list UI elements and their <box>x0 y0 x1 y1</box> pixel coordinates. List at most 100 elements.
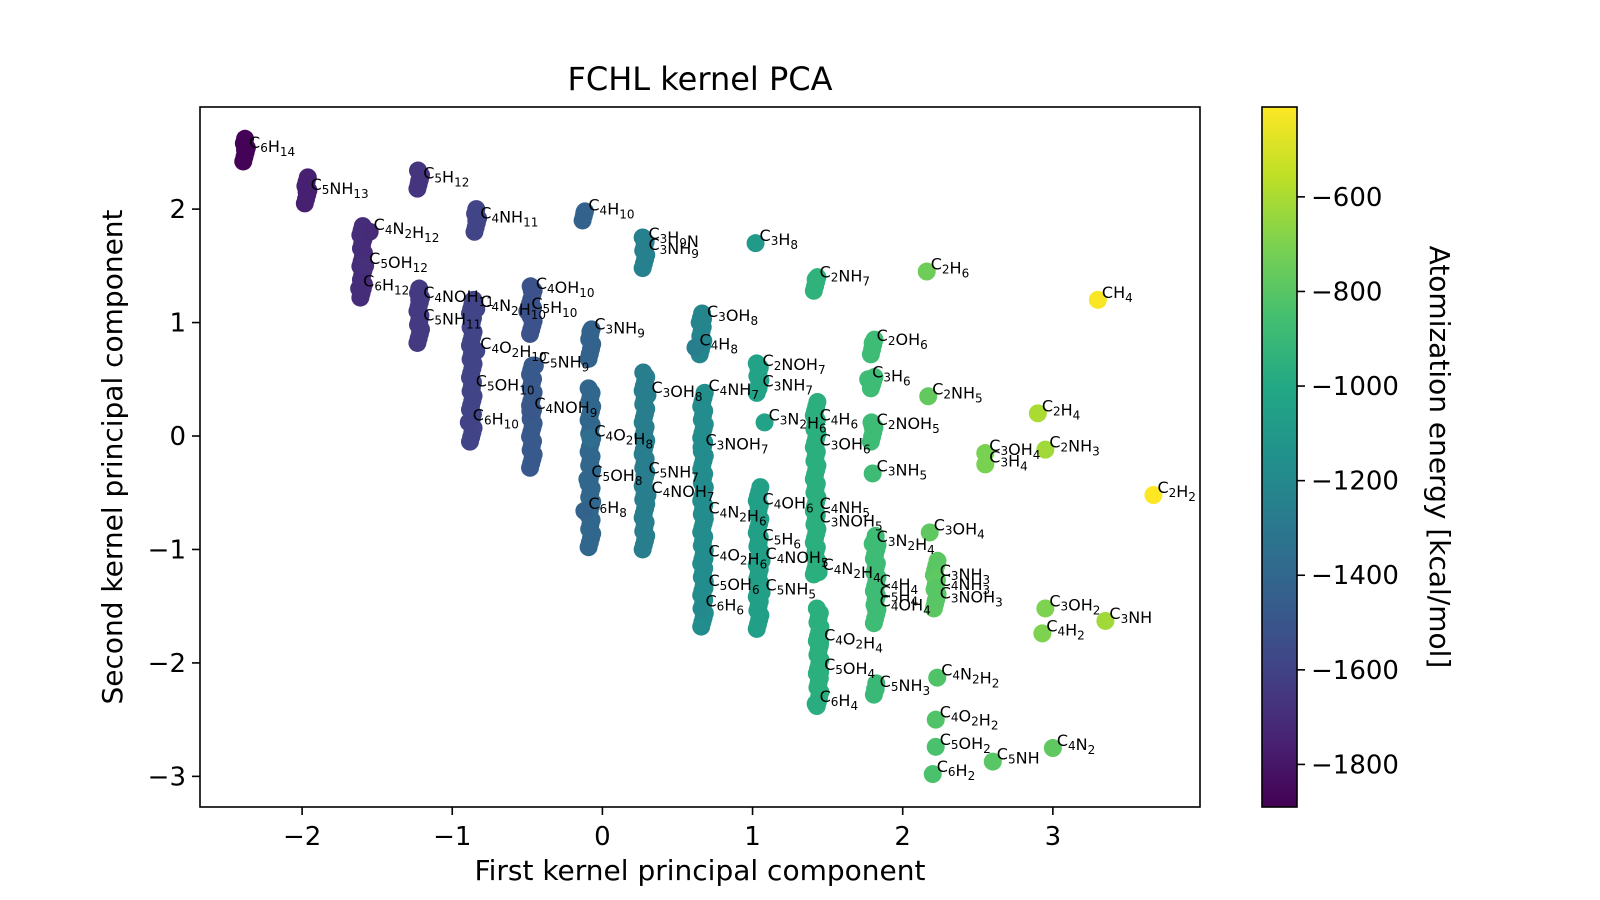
data-point <box>635 243 654 262</box>
x-axis-label: First kernel principal component <box>475 854 926 887</box>
data-point <box>459 413 478 432</box>
point-label: C4O2H2 <box>940 703 999 733</box>
data-point <box>928 668 947 687</box>
data-point <box>806 413 825 432</box>
point-label: C2NH7 <box>820 262 870 288</box>
data-point <box>1036 440 1055 459</box>
data-point <box>806 501 825 520</box>
data-point <box>410 313 429 332</box>
point-label: C2NH5 <box>932 379 982 405</box>
point-label: C4OH10 <box>536 274 595 300</box>
point-label: C3H8 <box>760 226 798 252</box>
data-point <box>236 141 255 160</box>
point-label: C4N2H4 <box>823 555 881 585</box>
point-label: C4H4 <box>880 571 918 597</box>
point-label: C5NH7 <box>648 459 698 485</box>
data-point <box>1028 404 1047 423</box>
point-label: C4N2H10 <box>480 292 546 322</box>
colorbar-tick-label: −600 <box>1311 183 1382 213</box>
cluster-point <box>298 168 317 187</box>
data-point <box>866 599 885 618</box>
data-point <box>521 402 540 421</box>
data-point <box>638 486 657 505</box>
cluster-point <box>634 363 653 382</box>
point-label: C2H6 <box>931 255 969 281</box>
data-point <box>692 599 711 618</box>
data-point <box>638 386 657 405</box>
point-label: C3H4 <box>989 447 1027 473</box>
data-point <box>863 534 882 553</box>
x-tick-label: 2 <box>894 822 911 852</box>
point-label: C6H14 <box>249 133 295 159</box>
data-point <box>297 183 316 202</box>
point-label: C4O2H10 <box>480 334 546 364</box>
data-point <box>467 211 486 230</box>
data-point <box>695 383 714 402</box>
point-label: C5NH3 <box>880 672 930 698</box>
data-point <box>1088 290 1107 309</box>
point-label: C3OH8 <box>651 378 702 404</box>
point-label: C5OH12 <box>369 249 428 275</box>
data-point <box>350 279 369 298</box>
data-point <box>926 591 945 610</box>
data-point <box>863 333 882 352</box>
data-point <box>806 515 825 534</box>
point-label: C2NH3 <box>1049 433 1099 459</box>
data-point <box>581 322 600 341</box>
point-label: C6H4 <box>820 687 858 713</box>
point-label: C4O2H6 <box>709 542 768 572</box>
point-label: C4NH5 <box>820 494 870 520</box>
point-label: C5NH5 <box>766 576 816 602</box>
point-label: C2H4 <box>1042 396 1080 422</box>
point-label: C4NH7 <box>709 376 759 402</box>
point-label: C2OH6 <box>877 326 928 352</box>
point-label: C5OH2 <box>940 730 991 756</box>
point-label: C3NOH7 <box>706 430 769 456</box>
data-point <box>635 466 654 485</box>
point-label: C3H9N <box>648 224 698 251</box>
point-label: C3NH9 <box>648 235 698 261</box>
point-label: C4H10 <box>588 196 634 222</box>
point-label: C5OH6 <box>709 571 760 597</box>
data-point <box>976 455 995 474</box>
data-point <box>462 379 481 398</box>
x-axis-ticks: −2 −1 0 1 2 3 <box>283 807 1061 852</box>
point-label: C4NOH9 <box>534 394 597 420</box>
scatter-points <box>234 129 1163 784</box>
data-point <box>863 464 882 483</box>
point-label: C3NH <box>1109 604 1152 627</box>
point-label: C4NOH5 <box>766 544 829 570</box>
x-tick-label: −1 <box>433 822 471 852</box>
point-label: C4N2H6 <box>709 498 767 528</box>
data-point <box>926 737 945 756</box>
data-point <box>692 438 711 457</box>
point-label: C3NH7 <box>763 371 813 397</box>
cluster-point <box>928 551 947 570</box>
data-point <box>926 710 945 729</box>
colorbar-tick-label: −1600 <box>1311 656 1399 686</box>
point-label: C5H4 <box>880 582 918 608</box>
y-tick-label: 1 <box>169 309 186 339</box>
point-labels: C6H14 C5NH13 C5H12 C4N2H12 C4NH11 C4H10 C5OH12… <box>249 133 1196 783</box>
data-point <box>752 551 771 570</box>
point-label: C3OH6 <box>820 430 871 456</box>
data-point <box>811 662 830 681</box>
point-label: C4O2H4 <box>824 625 883 655</box>
data-point <box>749 497 768 516</box>
y-tick-label: −3 <box>148 762 186 792</box>
data-point <box>694 310 713 329</box>
data-point <box>1036 599 1055 618</box>
data-point <box>467 299 486 318</box>
point-label: C5NH11 <box>423 306 481 332</box>
y-axis-ticks: −3 −2 −1 0 1 2 <box>148 195 200 792</box>
data-point <box>923 765 942 784</box>
point-label: C2NOH5 <box>877 410 940 436</box>
cluster-point <box>751 478 770 497</box>
cluster-point <box>579 379 598 398</box>
data-point <box>749 533 768 552</box>
point-label: C5H12 <box>423 164 469 190</box>
data-point <box>1144 486 1163 505</box>
point-label: C3NOH5 <box>820 508 883 534</box>
point-label: C3OH4 <box>934 515 985 541</box>
data-point <box>522 281 541 300</box>
